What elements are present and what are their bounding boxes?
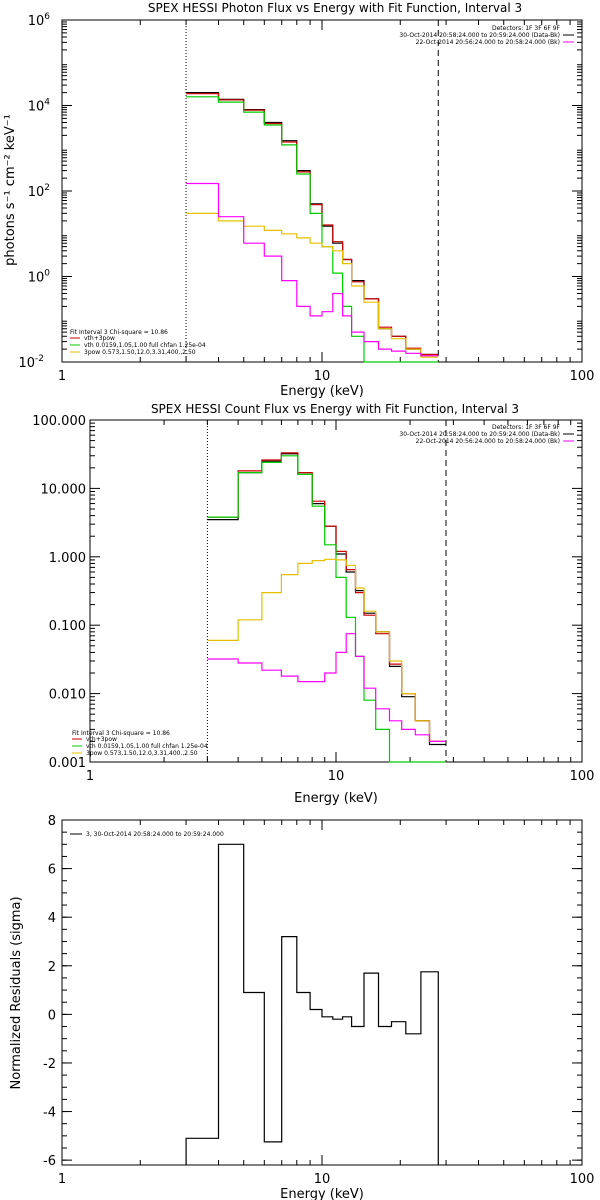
y-tick-label: 8 — [48, 814, 56, 829]
x-tick-label: 10 — [314, 369, 331, 384]
fit-interval-text: Fit Interval 3 Chi-square = 10.86 — [72, 730, 170, 737]
x-tick-label: 100 — [570, 769, 595, 784]
series-vth-line — [207, 455, 446, 763]
photon-flux-series — [186, 92, 439, 363]
x-tick-label: 10 — [328, 769, 345, 784]
x-tick-label: 1 — [58, 369, 66, 384]
series-vth-line — [186, 96, 439, 363]
data-interval-text: 30-Oct-2014 20:58:24.000 to 20:59:24.000… — [399, 431, 560, 438]
y-tick-label: 10.000 — [41, 482, 87, 497]
count-flux-title: SPEX HESSI Count Flux vs Energy with Fit… — [151, 402, 519, 416]
count-flux-series — [207, 452, 446, 763]
background-interval-text: 22-Oct-2014 20:56:24.000 to 20:58:24.000… — [416, 438, 560, 445]
series-3pow-line — [207, 558, 446, 742]
count-flux-panel: SPEX HESSI Count Flux vs Energy with Fit… — [32, 402, 594, 806]
photon-flux-info-legend: Detectors: 1F 3F 6F 9F 30-Oct-2014 20:58… — [399, 25, 574, 46]
y-tick-label: 6 — [48, 863, 56, 878]
y-tick-label: 1.000 — [49, 551, 86, 566]
y-tick-label: 100.000 — [32, 414, 86, 429]
x-tick-label: 100 — [570, 369, 595, 384]
series-residuals-line — [185, 843, 439, 1165]
series-bk-line — [186, 182, 439, 357]
x-tick-label: 10 — [314, 1172, 331, 1187]
residuals-x-axis-label: Energy (keV) — [280, 1187, 364, 1200]
y-tick-label: 0.010 — [49, 688, 86, 703]
fit-vth-text: vth 0.0159,1.05,1.00 full chfan 1.25e-04 — [86, 743, 208, 750]
y-tick-label: 0.100 — [49, 619, 86, 634]
y-tick-label: 2 — [48, 960, 56, 975]
count-flux-interval-markers — [206, 420, 447, 762]
y-tick-label: 0 — [48, 1008, 56, 1023]
y-tick-label: 0.001 — [49, 756, 86, 771]
residuals-y-axis: -6 -4 -2 0 2 4 6 8 — [43, 814, 582, 1169]
count-flux-fit-legend: Fit Interval 3 Chi-square = 10.86 vth+3p… — [72, 730, 208, 757]
count-flux-y-axis: 0.001 0.010 0.100 1.000 10.000 100.000 — [32, 414, 582, 771]
photon-flux-panel: SPEX HESSI Photon Flux vs Energy with Fi… — [3, 1, 594, 399]
fit-interval-text: Fit Interval 3 Chi-square = 10.86 — [70, 329, 168, 336]
x-tick-label: 1 — [58, 1172, 66, 1187]
residuals-y-axis-label: Normalized Residuals (sigma) — [9, 896, 24, 1089]
y-tick-label: -2 — [43, 1057, 56, 1072]
photon-flux-x-axis-label: Energy (keV) — [280, 384, 364, 399]
detectors-text: Detectors: 1F 3F 6F 9F — [492, 424, 561, 431]
fit-3pow-text: 3pow 0.573,1.50,12.0,3.31,400.,2.50 — [84, 349, 196, 356]
fit-vth-text: vth 0.0159,1.05,1.00 full chfan 1.25e-04 — [84, 342, 206, 349]
count-flux-x-axis: 1 10 100 — [86, 420, 595, 784]
background-interval-text: 22-Oct-2014 20:56:24.000 to 20:58:24.000… — [416, 39, 560, 46]
residuals-legend-text: 3, 30-Oct-2014 20:58:24.000 to 20:59:24.… — [86, 831, 224, 838]
photon-flux-y-axis-label: photons s⁻¹ cm⁻² keV⁻¹ — [3, 114, 18, 266]
y-tick-label: -6 — [43, 1154, 56, 1169]
fit-total-text: vth+3pow — [84, 335, 115, 342]
count-flux-info-legend: Detectors: 1F 3F 6F 9F 30-Oct-2014 20:58… — [399, 424, 574, 445]
y-tick-label: -4 — [43, 1106, 56, 1121]
photon-flux-interval-markers — [185, 20, 439, 362]
fit-3pow-text: 3pow 0.573,1.50,12.0,3.31,400.,2.50 — [86, 750, 198, 757]
x-tick-label: 100 — [570, 1172, 595, 1187]
fit-total-text: vth+3pow — [86, 736, 117, 743]
detectors-text: Detectors: 1F 3F 6F 9F — [492, 25, 561, 32]
count-flux-x-axis-label: Energy (keV) — [294, 791, 378, 806]
photon-flux-fit-legend: Fit Interval 3 Chi-square = 10.86 vth+3p… — [70, 329, 206, 356]
residuals-series — [185, 843, 439, 1165]
series-bk-line — [207, 633, 446, 742]
residuals-x-axis: 1 10 100 — [58, 820, 595, 1187]
residuals-panel: 1 10 100 -6 -4 -2 0 2 4 6 8 Normalized Residuals … — [9, 814, 594, 1200]
x-tick-label: 1 — [86, 769, 94, 784]
data-interval-text: 30-Oct-2014 20:58:24.000 to 20:59:24.000… — [399, 32, 560, 39]
y-tick-label: 4 — [48, 911, 56, 926]
series-3pow-line — [186, 212, 439, 358]
photon-flux-title: SPEX HESSI Photon Flux vs Energy with Fi… — [148, 1, 522, 15]
